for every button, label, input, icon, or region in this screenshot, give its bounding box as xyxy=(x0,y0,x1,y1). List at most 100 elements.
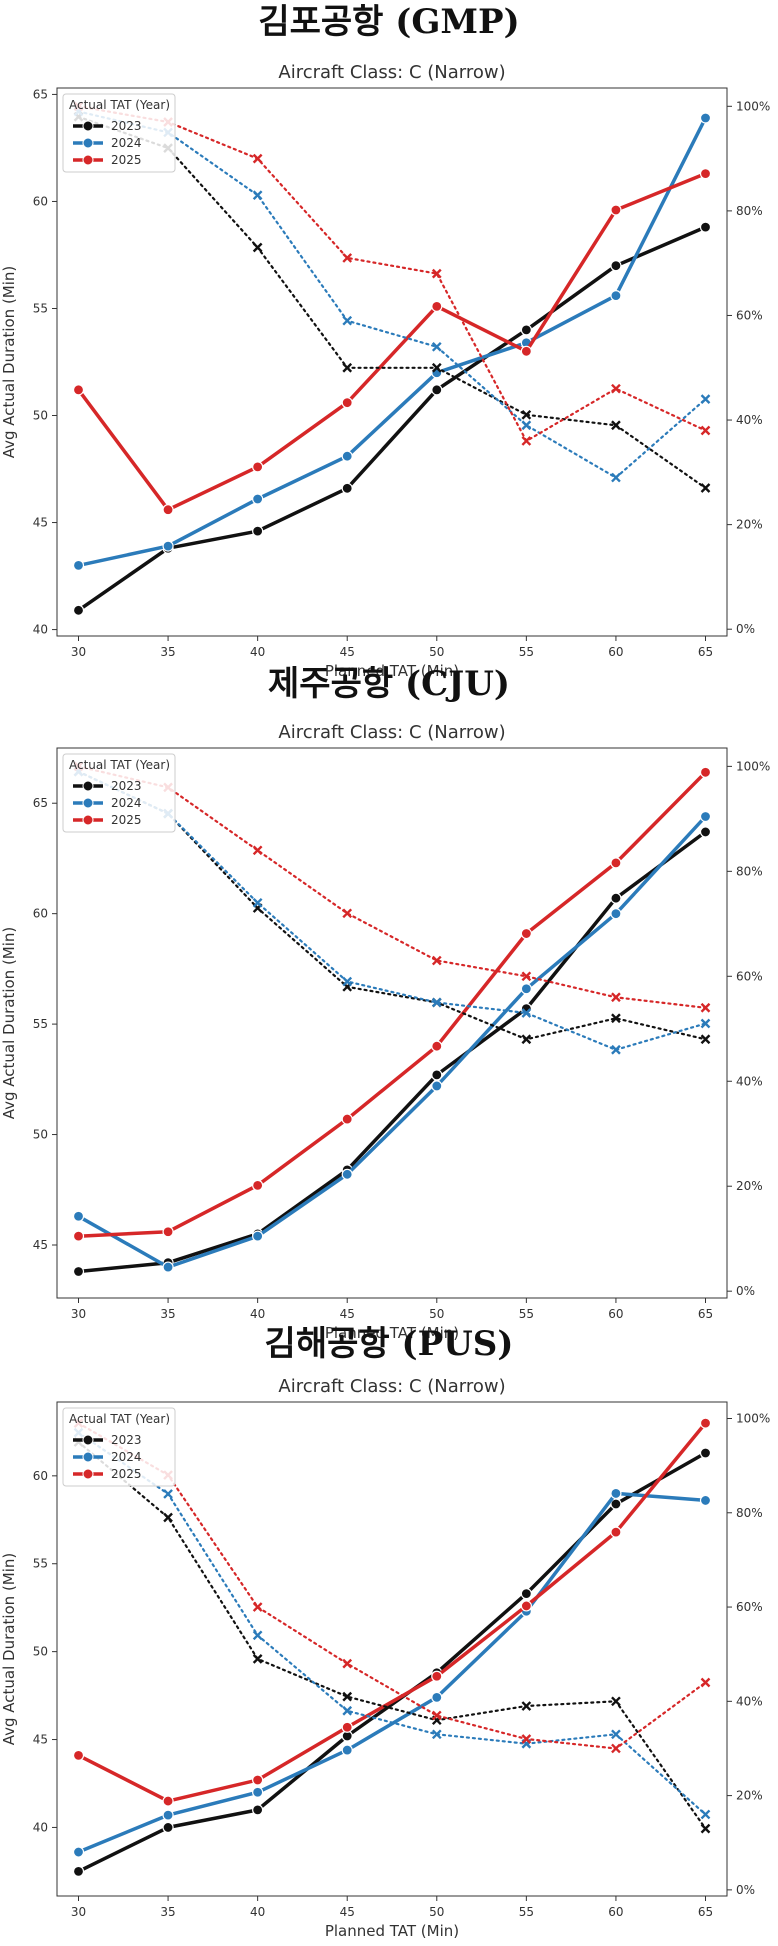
data-point xyxy=(162,1821,174,1834)
x-marker-stroke xyxy=(431,1710,442,1721)
data-point-x xyxy=(700,483,711,493)
x-marker-stroke xyxy=(252,1630,263,1641)
data-point xyxy=(341,450,353,462)
x-marker-stroke xyxy=(163,1489,173,1499)
x-marker-stroke xyxy=(521,971,532,982)
x-tick-label: 30 xyxy=(71,1905,86,1919)
data-point-x xyxy=(700,1677,711,1688)
data-point xyxy=(431,1691,443,1703)
data-point-x xyxy=(521,1008,532,1018)
data-point xyxy=(610,908,622,920)
data-point-x xyxy=(252,1602,263,1612)
data-point-x xyxy=(252,190,263,201)
x-tick-label: 35 xyxy=(160,645,175,659)
data-point xyxy=(341,1721,353,1733)
data-point xyxy=(252,1179,264,1191)
data-point xyxy=(699,826,712,838)
data-point xyxy=(520,927,532,940)
data-point-x xyxy=(342,362,353,373)
data-point xyxy=(610,204,622,216)
data-point-x xyxy=(252,897,263,908)
x-marker-stroke xyxy=(700,1034,711,1045)
data-point xyxy=(72,1749,85,1761)
y-tick-label: 50 xyxy=(33,1645,48,1659)
data-point-x xyxy=(521,409,532,420)
legend-box xyxy=(62,93,176,173)
y-tick-label: 55 xyxy=(33,301,48,315)
legend-swatch-marker xyxy=(82,797,94,809)
data-point-x xyxy=(431,362,442,373)
x-marker-stroke xyxy=(521,420,532,431)
data-point-x xyxy=(252,1630,263,1641)
data-point-x xyxy=(700,1823,711,1834)
data-point-x xyxy=(700,425,711,436)
data-point xyxy=(520,1600,532,1612)
data-point xyxy=(610,290,622,302)
data-point-x xyxy=(252,242,263,253)
x-marker-stroke xyxy=(700,425,711,436)
section-heading-cju: 제주공항 (CJU) xyxy=(268,664,510,704)
data-point-x xyxy=(252,1654,263,1664)
data-point-x xyxy=(342,253,353,263)
data-point xyxy=(699,1417,712,1429)
x-marker-stroke xyxy=(611,1743,621,1754)
legend: Actual TAT (Year) 2023 2024 2025 xyxy=(62,93,176,173)
y-tick-label: 55 xyxy=(33,1017,48,1031)
x-tick-label: 55 xyxy=(519,1905,534,1919)
y-tick-label: 45 xyxy=(33,516,48,530)
x-tick-label: 45 xyxy=(340,645,355,659)
data-point-x xyxy=(611,472,621,483)
data-point-x xyxy=(431,268,442,279)
legend-swatch-marker xyxy=(82,120,94,132)
data-point xyxy=(699,1447,712,1459)
legend-entry-2024: 2024 xyxy=(111,796,142,810)
x-tick-label: 65 xyxy=(698,1905,713,1919)
x-marker-stroke xyxy=(700,1002,711,1013)
x-axis-label: Planned TAT (Min) xyxy=(325,1324,459,1342)
chart-title: Aircraft Class: C (Narrow) xyxy=(278,1376,505,1397)
y2-tick-label: 80% xyxy=(736,204,763,218)
x-marker-stroke xyxy=(342,1658,353,1669)
data-point xyxy=(162,540,174,552)
x-marker-stroke xyxy=(521,1034,532,1045)
y2-tick-label: 80% xyxy=(736,864,763,878)
data-point-x xyxy=(342,976,353,987)
y2-tick-label: 0% xyxy=(736,622,755,636)
data-point xyxy=(431,384,443,396)
legend-swatch-marker xyxy=(82,1434,94,1446)
data-point-x xyxy=(611,1729,621,1740)
data-point xyxy=(72,384,85,396)
data-point xyxy=(699,112,712,124)
y-tick-label: 40 xyxy=(33,1820,48,1834)
plot-frame xyxy=(56,87,728,637)
series-line-2024 xyxy=(78,117,708,568)
y2-tick-label: 100% xyxy=(736,99,770,113)
y2-tick-label: 80% xyxy=(736,1506,763,1520)
data-point-x xyxy=(521,1734,532,1744)
x-marker-stroke xyxy=(521,1734,532,1744)
chart-gmp: Aircraft Class: C (Narrow) 30 35 40 45 50 55 60… xyxy=(0,62,770,680)
data-point-x xyxy=(700,1018,711,1029)
x-marker-stroke xyxy=(431,997,442,1008)
y2-tick-label: 100% xyxy=(736,759,770,773)
x-marker-stroke xyxy=(611,1013,621,1024)
x-marker-stroke xyxy=(252,845,263,856)
data-point xyxy=(252,1230,264,1242)
x-tick-label: 50 xyxy=(429,645,444,659)
y-tick-label: 60 xyxy=(33,1469,48,1483)
data-point-x xyxy=(700,1002,711,1013)
data-point xyxy=(72,604,85,616)
data-point xyxy=(162,1809,174,1821)
x-marker-stroke xyxy=(342,362,353,373)
data-point-x xyxy=(342,315,353,326)
data-point-x xyxy=(342,1658,353,1669)
y2-tick-label: 60% xyxy=(736,1600,763,1614)
x-marker-stroke xyxy=(611,1044,621,1055)
data-point-x xyxy=(611,1743,621,1754)
y-tick-label: 60 xyxy=(33,907,48,921)
data-point-x xyxy=(611,1013,621,1024)
legend-title: Actual TAT (Year) xyxy=(69,98,170,112)
legend-entry-2025: 2025 xyxy=(111,153,142,167)
data-point xyxy=(341,1744,353,1756)
legend-entry-2023: 2023 xyxy=(111,119,142,133)
